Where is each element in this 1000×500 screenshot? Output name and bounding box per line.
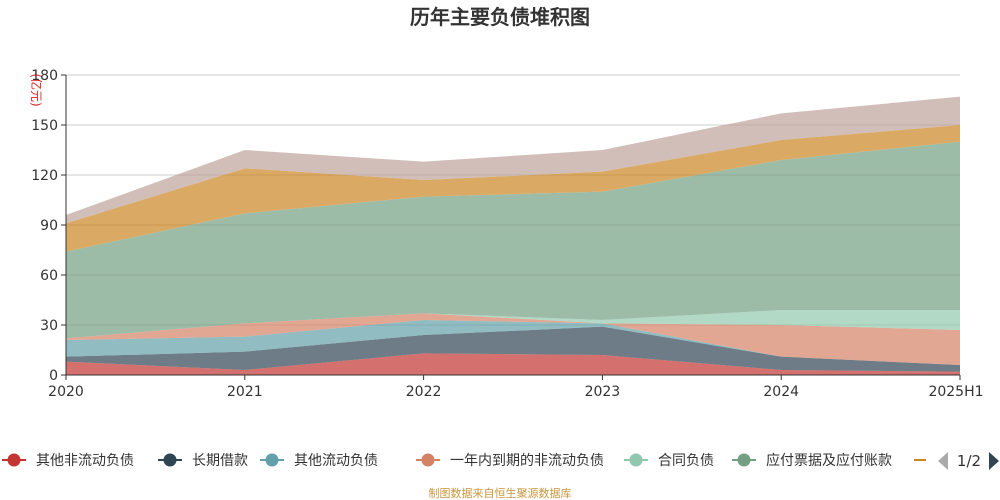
area-series-0 (66, 353, 960, 375)
legend-label: 长期借款 (192, 453, 248, 469)
area-series-5 (66, 141, 960, 339)
y-tick-label: 60 (40, 268, 58, 284)
y-tick-labels: 0 30 60 90 120 150 180 (31, 68, 58, 384)
legend-marker-icon (629, 453, 643, 467)
legend-item-1[interactable]: 长期借款 (158, 453, 248, 469)
legend-prev-arrow-icon[interactable] (938, 452, 948, 470)
area-series-1 (66, 326, 960, 372)
x-tick-label: 2021 (227, 384, 263, 400)
y-tick-label: 150 (31, 118, 58, 134)
legend-next-arrow-icon[interactable] (989, 452, 999, 470)
area-series-2 (66, 320, 960, 365)
x-tick-label: 2023 (585, 384, 621, 400)
legend-page-indicator: 1/2 (957, 452, 981, 470)
legend-label: 一年内到期的非流动负债 (450, 453, 604, 469)
y-tick-label: 30 (40, 318, 58, 334)
x-tick-labels: 2020 2021 2022 2023 2024 2025H1 (48, 375, 984, 400)
legend-label: 其他非流动负债 (36, 453, 134, 469)
area-series-7 (66, 96, 960, 224)
legend-pager: 1/2 (938, 452, 999, 470)
chart-title: 历年主要负债堆积图 (410, 5, 590, 29)
area-series-3 (66, 313, 960, 365)
legend-marker-icon (7, 453, 21, 467)
legend-item-3[interactable]: 一年内到期的非流动负债 (416, 453, 604, 469)
legend-marker-icon (265, 453, 279, 467)
x-tick-label: 2022 (406, 384, 442, 400)
legend-item-2[interactable]: 其他流动负债 (260, 453, 378, 469)
x-tick-label: 2020 (48, 384, 84, 400)
y-tick-label: 120 (31, 168, 58, 184)
legend: 其他非流动负债 长期借款 其他流动负债 一年内到期的非流动负债 合同负债 应付票据及应付账… (2, 452, 926, 469)
legend-label: 合同负债 (658, 453, 714, 469)
y-tick-label: 90 (40, 218, 58, 234)
legend-label: 其他流动负债 (294, 453, 378, 469)
legend-item-0[interactable]: 其他非流动负债 (2, 453, 134, 469)
footer-source-note: 制图数据来自恒生聚源数据库 (429, 486, 572, 500)
legend-item-4[interactable]: 合同负债 (624, 453, 714, 469)
y-tick-label: 0 (49, 368, 58, 384)
legend-marker-icon (421, 453, 435, 467)
legend-label: 应付票据及应付账款 (766, 452, 892, 469)
axes (65, 75, 960, 376)
legend-marker-icon (737, 453, 751, 467)
legend-marker-icon (163, 453, 177, 467)
area-series-6 (66, 125, 960, 252)
area-series-4 (66, 310, 960, 339)
legend-item-5[interactable]: 应付票据及应付账款 (732, 452, 892, 469)
x-tick-label: 2024 (763, 384, 799, 400)
y-tick-label: 180 (31, 68, 58, 84)
area-series-group (66, 96, 960, 375)
x-tick-label: 2025H1 (928, 384, 983, 400)
y-axis-unit-label: (亿元) (29, 73, 44, 106)
